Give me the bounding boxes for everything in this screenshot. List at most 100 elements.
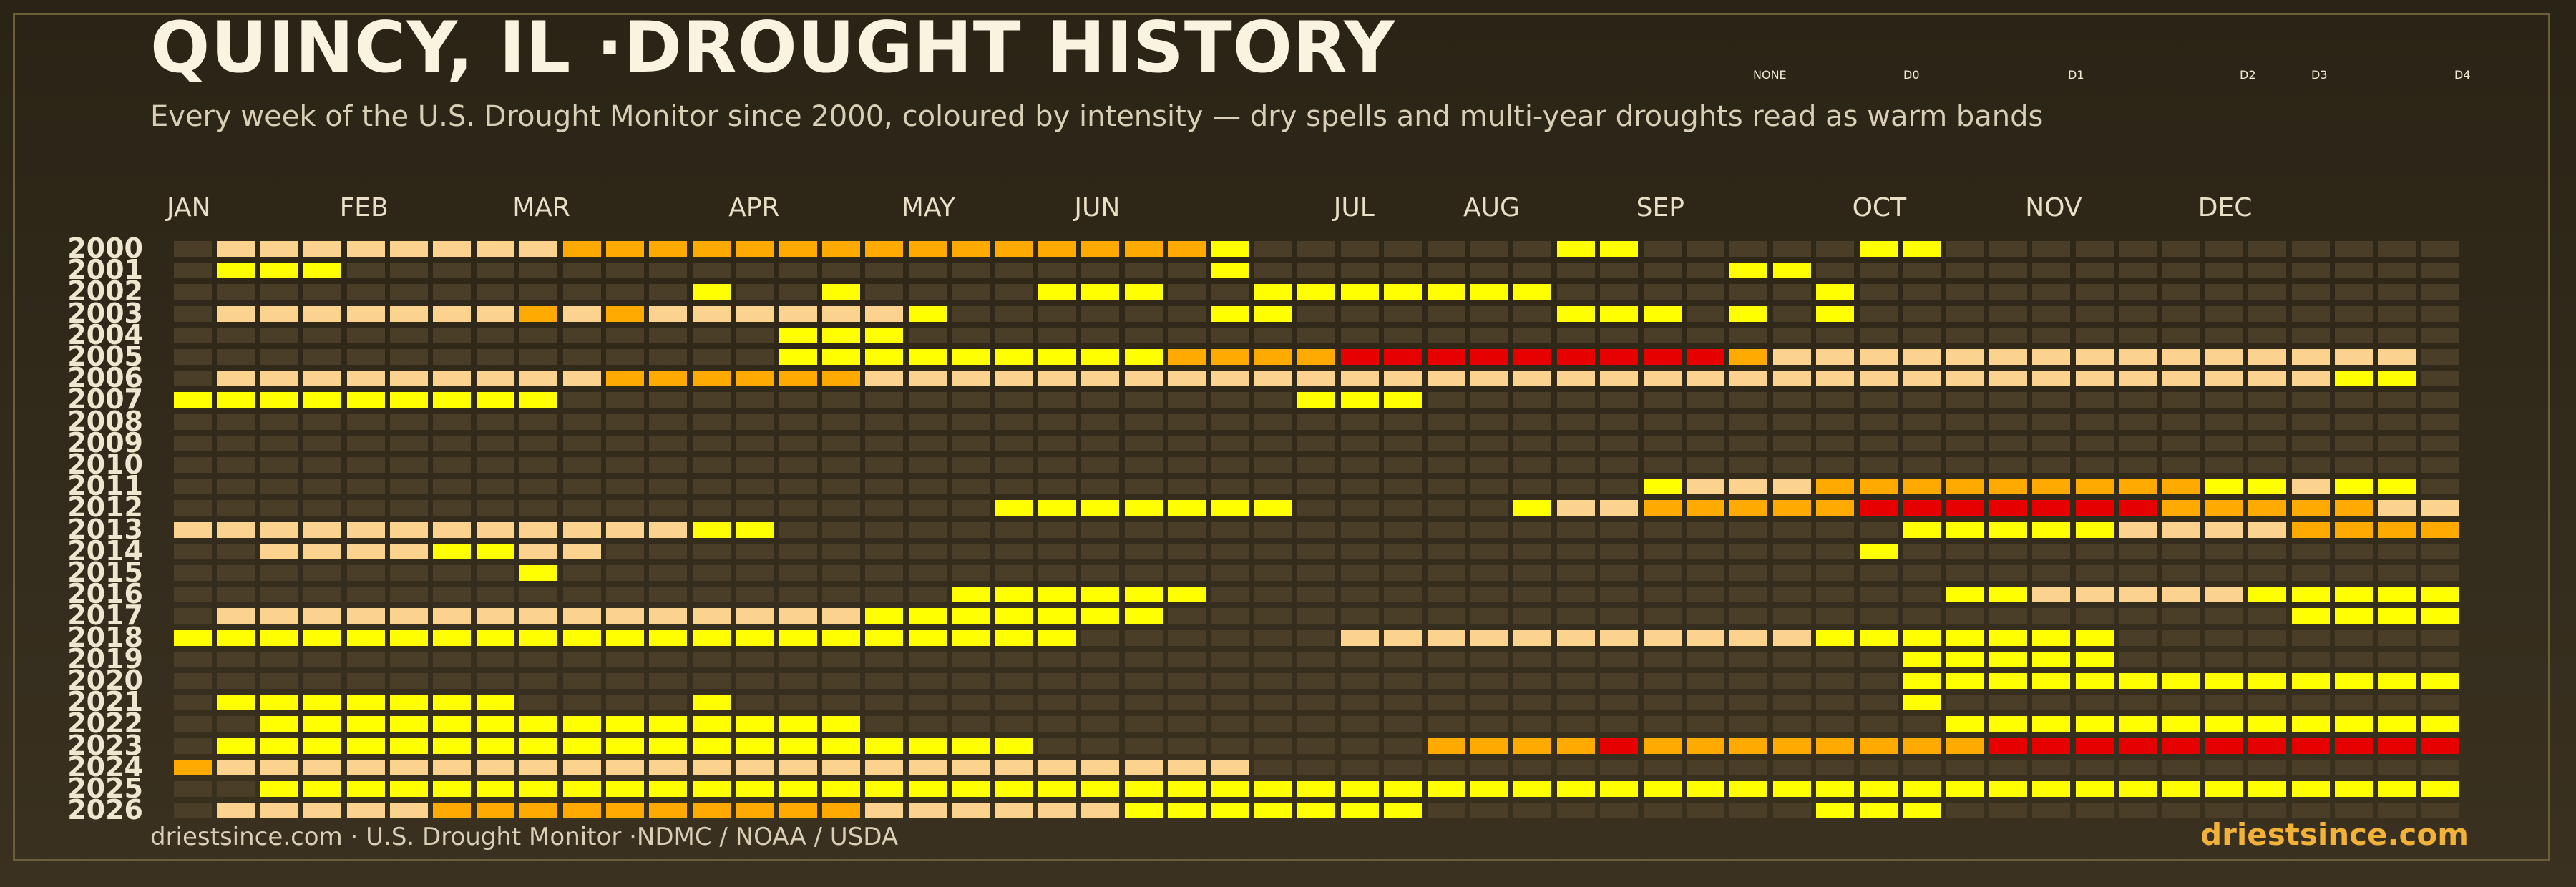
heatmap-cell bbox=[260, 263, 298, 279]
heatmap-cell bbox=[174, 629, 212, 646]
heatmap-cell bbox=[1772, 737, 1811, 754]
heatmap-cell bbox=[1859, 241, 1898, 257]
heatmap-cell bbox=[1168, 327, 1206, 343]
heatmap-cell bbox=[1254, 781, 1292, 797]
heatmap-cell bbox=[1946, 413, 1984, 430]
heatmap-cell bbox=[346, 565, 385, 581]
heatmap-cell bbox=[995, 695, 1033, 711]
heatmap-cell bbox=[1513, 241, 1552, 257]
heatmap-cell bbox=[1211, 587, 1249, 603]
heatmap-cell bbox=[822, 737, 860, 754]
heatmap-cell bbox=[433, 737, 472, 754]
heatmap-cell bbox=[476, 413, 514, 430]
heatmap-cell bbox=[1946, 543, 1984, 559]
heatmap-cell bbox=[2162, 673, 2200, 689]
month-label: OCT bbox=[1852, 193, 1907, 222]
heatmap-cell bbox=[433, 803, 472, 819]
heatmap-cell bbox=[2378, 803, 2416, 819]
heatmap-cell bbox=[1254, 371, 1292, 387]
heatmap-cell bbox=[562, 695, 601, 711]
heatmap-cell bbox=[2378, 457, 2416, 473]
heatmap-cell bbox=[995, 587, 1033, 603]
heatmap-cell bbox=[1254, 241, 1292, 257]
heatmap-cell bbox=[2162, 241, 2200, 257]
heatmap-cell bbox=[1643, 673, 1682, 689]
heatmap-cell bbox=[2205, 263, 2243, 279]
heatmap-cell bbox=[2421, 371, 2459, 387]
heatmap-cell bbox=[1254, 803, 1292, 819]
heatmap-cell bbox=[2032, 608, 2071, 624]
subtitle: Every week of the U.S. Drought Monitor s… bbox=[150, 100, 2044, 133]
heatmap-cell bbox=[303, 695, 342, 711]
heatmap-cell bbox=[952, 263, 990, 279]
heatmap-cell bbox=[1989, 543, 2027, 559]
heatmap-cell bbox=[1211, 435, 1249, 451]
heatmap-cell bbox=[2248, 305, 2287, 322]
heatmap-cell bbox=[779, 737, 817, 754]
heatmap-cell bbox=[1729, 803, 1768, 819]
heatmap-cell bbox=[1340, 327, 1379, 343]
heatmap-cell bbox=[1038, 327, 1076, 343]
heatmap-cell bbox=[1946, 521, 1984, 538]
heatmap-cell bbox=[303, 349, 342, 365]
heatmap-cell bbox=[1081, 435, 1120, 451]
heatmap-cell bbox=[2119, 803, 2157, 819]
heatmap-cell bbox=[1168, 457, 1206, 473]
heatmap-cell bbox=[1081, 737, 1120, 754]
heatmap-cell bbox=[1081, 392, 1120, 408]
heatmap-cell bbox=[562, 737, 601, 754]
heatmap-cell bbox=[2119, 479, 2157, 495]
heatmap-cell bbox=[2075, 608, 2114, 624]
heatmap-cell bbox=[217, 500, 255, 516]
heatmap-cell bbox=[1124, 349, 1163, 365]
heatmap-cell bbox=[303, 327, 342, 343]
heatmap-cell bbox=[1254, 284, 1292, 300]
heatmap-cell bbox=[2032, 327, 2071, 343]
heatmap-cell bbox=[2248, 349, 2287, 365]
heatmap-cell bbox=[1687, 413, 1724, 430]
heatmap-cell bbox=[2291, 349, 2330, 365]
heatmap-cell bbox=[346, 587, 385, 603]
heatmap-cell bbox=[2291, 781, 2330, 797]
heatmap-cell bbox=[649, 521, 688, 538]
heatmap-cell bbox=[606, 457, 644, 473]
heatmap-cell bbox=[2032, 263, 2071, 279]
heatmap-cell bbox=[1124, 305, 1163, 322]
heatmap-cell bbox=[1038, 651, 1076, 667]
heatmap-cell bbox=[1254, 392, 1292, 408]
heatmap-cell bbox=[2291, 413, 2330, 430]
heatmap-cell bbox=[1211, 500, 1249, 516]
heatmap-cell bbox=[1340, 759, 1379, 775]
heatmap-cell bbox=[1903, 587, 1941, 603]
heatmap-cell bbox=[1427, 651, 1465, 667]
heatmap-cell bbox=[1340, 673, 1379, 689]
heatmap-cell bbox=[2335, 413, 2373, 430]
heatmap-cell bbox=[2162, 392, 2200, 408]
heatmap-cell bbox=[2421, 392, 2459, 408]
heatmap-cell bbox=[260, 435, 298, 451]
legend-label: NONE bbox=[1753, 68, 1787, 82]
heatmap-cell bbox=[2248, 327, 2287, 343]
heatmap-cell bbox=[260, 608, 298, 624]
heatmap-cell bbox=[1038, 413, 1076, 430]
heatmap-cell bbox=[1903, 349, 1941, 365]
heatmap-cell bbox=[1340, 629, 1379, 646]
heatmap-cell bbox=[1556, 803, 1595, 819]
year-label: 2002 bbox=[67, 275, 143, 308]
heatmap-cell bbox=[1297, 608, 1336, 624]
heatmap-cell bbox=[217, 305, 255, 322]
heatmap-cell bbox=[736, 349, 774, 365]
heatmap-cell bbox=[779, 587, 817, 603]
heatmap-cell bbox=[390, 651, 428, 667]
heatmap-cell bbox=[1384, 349, 1423, 365]
heatmap-cell bbox=[1211, 629, 1249, 646]
heatmap-cell bbox=[1600, 543, 1639, 559]
year-label: 2014 bbox=[67, 534, 143, 567]
heatmap-cell bbox=[1038, 587, 1076, 603]
heatmap-cell bbox=[217, 587, 255, 603]
heatmap-cell bbox=[2162, 371, 2200, 387]
heatmap-cell bbox=[1643, 349, 1682, 365]
heatmap-cell bbox=[1600, 392, 1639, 408]
heatmap-cell bbox=[1081, 803, 1120, 819]
heatmap-cell bbox=[865, 608, 904, 624]
